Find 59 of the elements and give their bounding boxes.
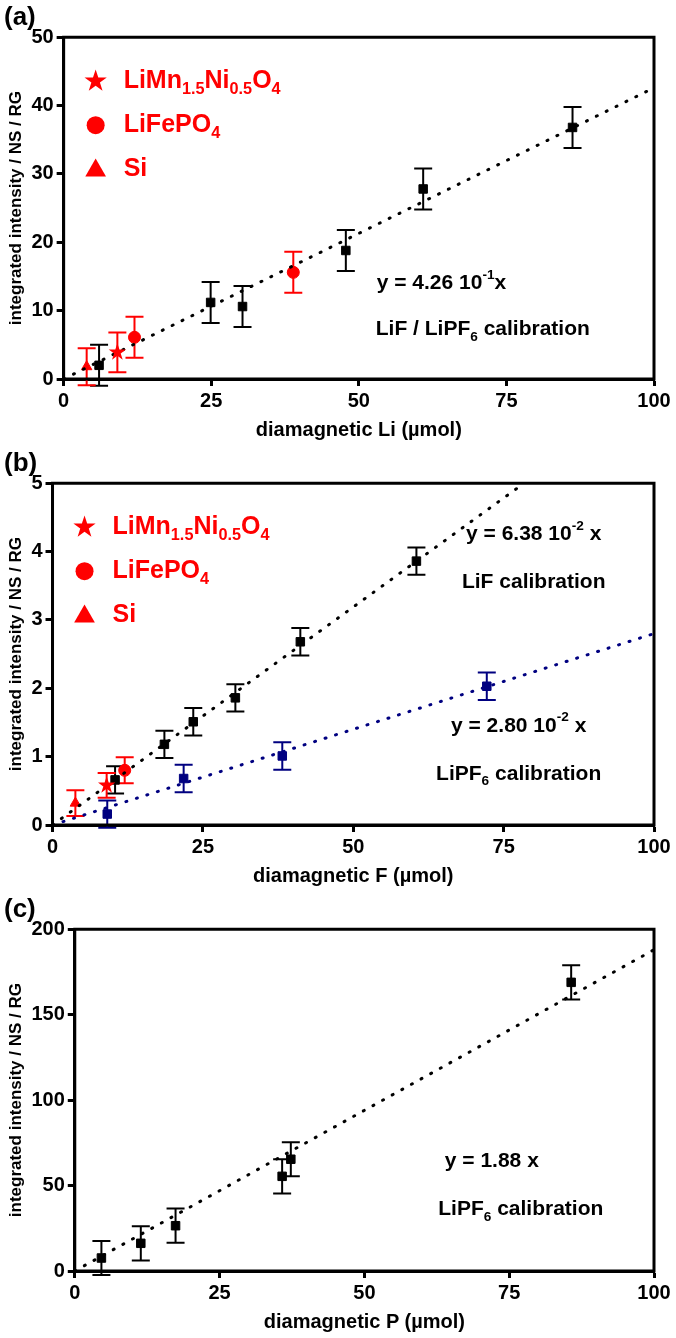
point	[178, 773, 189, 784]
y-tick-label: 20	[31, 229, 54, 252]
point	[108, 343, 127, 360]
x-tick-label: 100	[637, 1280, 671, 1303]
y-axis-title: integrated intensity / NS / RG	[5, 536, 25, 772]
y-axis-title: integrated intensity / NS / RG	[5, 982, 25, 1218]
x-tick-label: 100	[637, 388, 671, 411]
annotation: y = 1.88 x	[444, 1148, 540, 1172]
y-tick-label: 40	[31, 93, 54, 116]
point	[566, 977, 576, 988]
x-tick-label: 75	[492, 834, 515, 857]
legend-label: Si	[123, 153, 148, 182]
x-axis-title: diamagnetic F (µmol)	[253, 863, 454, 886]
point	[341, 245, 351, 256]
point	[286, 265, 300, 279]
y-tick-label: 10	[31, 298, 54, 321]
x-axis-title: diamagnetic Li (µmol)	[255, 417, 462, 440]
point	[277, 751, 288, 761]
x-tick-label: 75	[498, 1280, 521, 1303]
point	[482, 681, 492, 691]
point	[102, 809, 112, 819]
point	[136, 1238, 146, 1249]
x-tick-label: 25	[191, 834, 215, 857]
y-tick-label: 0	[53, 1258, 65, 1281]
point	[230, 693, 241, 703]
x-tick-label: 100	[637, 834, 671, 857]
point	[295, 637, 306, 647]
y-tick-label: 3	[31, 607, 43, 630]
point	[170, 1220, 181, 1231]
y-tick-label: 0	[31, 812, 43, 835]
point	[94, 360, 104, 371]
point	[98, 776, 116, 793]
point	[118, 763, 132, 777]
y-tick-label: 50	[42, 1173, 65, 1196]
x-tick-label: 50	[347, 388, 370, 411]
y-axis-title: integrated intensity / NS / RG	[5, 90, 25, 326]
annotation: LiF calibration	[461, 569, 606, 593]
x-tick-label: 50	[353, 1280, 376, 1303]
x-tick-label: 75	[495, 388, 518, 411]
legend-label: Si	[112, 599, 137, 628]
y-tick-label: 1	[31, 744, 43, 767]
point	[277, 1171, 287, 1182]
point	[127, 330, 141, 344]
x-tick-label: 50	[342, 834, 365, 857]
point	[188, 717, 199, 727]
x-tick-label: 0	[69, 1280, 81, 1303]
point	[237, 301, 248, 312]
point	[286, 1154, 296, 1164]
y-tick-label: 0	[42, 366, 54, 389]
y-tick-label: 2	[31, 675, 43, 698]
y-tick-label: 30	[31, 161, 54, 184]
y-tick-label: 150	[31, 1002, 65, 1025]
x-axis-title: diamagnetic P (µmol)	[263, 1309, 465, 1332]
x-tick-label: 25	[200, 388, 223, 411]
point	[418, 184, 428, 194]
y-tick-label: 4	[31, 539, 44, 562]
point	[110, 775, 120, 785]
y-tick-label: 100	[31, 1087, 65, 1110]
x-tick-label: 25	[208, 1280, 231, 1303]
